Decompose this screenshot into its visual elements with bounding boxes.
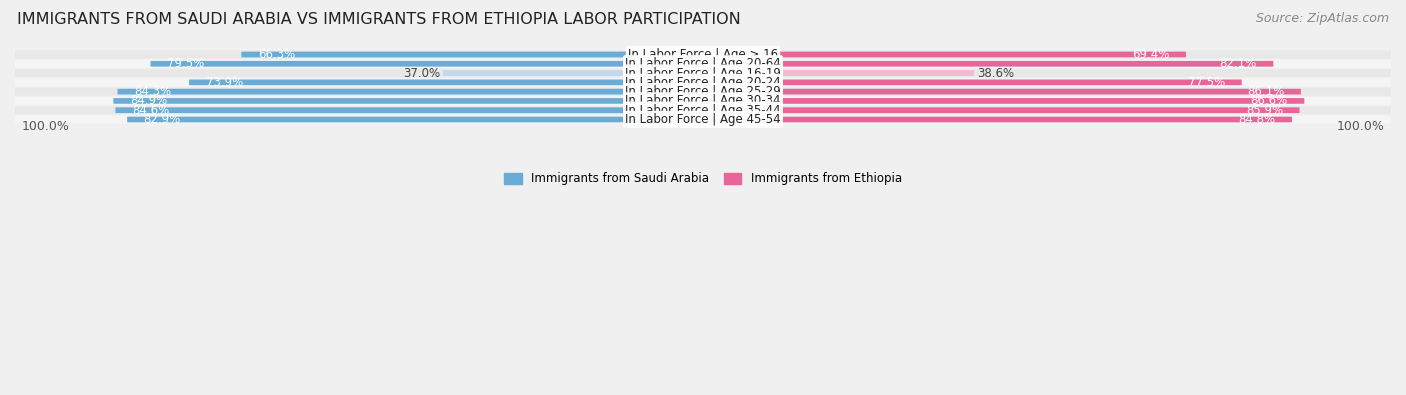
Text: IMMIGRANTS FROM SAUDI ARABIA VS IMMIGRANTS FROM ETHIOPIA LABOR PARTICIPATION: IMMIGRANTS FROM SAUDI ARABIA VS IMMIGRAN…: [17, 12, 741, 27]
FancyBboxPatch shape: [697, 61, 1274, 67]
FancyBboxPatch shape: [1, 60, 1405, 68]
Text: 69.4%: 69.4%: [1132, 48, 1170, 61]
Text: 77.5%: 77.5%: [1188, 76, 1225, 89]
FancyBboxPatch shape: [443, 70, 709, 76]
FancyBboxPatch shape: [1, 78, 1405, 87]
Text: 84.8%: 84.8%: [1239, 113, 1275, 126]
Text: 38.6%: 38.6%: [977, 67, 1014, 79]
Text: In Labor Force | Age 16-19: In Labor Force | Age 16-19: [626, 67, 780, 79]
Text: 84.6%: 84.6%: [132, 104, 169, 117]
FancyBboxPatch shape: [1, 51, 1405, 58]
FancyBboxPatch shape: [697, 89, 1301, 94]
Text: 86.6%: 86.6%: [1250, 94, 1288, 107]
FancyBboxPatch shape: [1, 97, 1405, 105]
Text: In Labor Force | Age 25-29: In Labor Force | Age 25-29: [626, 85, 780, 98]
Text: In Labor Force | Age 20-24: In Labor Force | Age 20-24: [626, 76, 780, 89]
Text: In Labor Force | Age 45-54: In Labor Force | Age 45-54: [626, 113, 780, 126]
Text: In Labor Force | Age 20-64: In Labor Force | Age 20-64: [626, 57, 780, 70]
FancyBboxPatch shape: [118, 89, 709, 94]
FancyBboxPatch shape: [114, 98, 709, 104]
FancyBboxPatch shape: [1, 88, 1405, 96]
Text: 100.0%: 100.0%: [22, 120, 70, 133]
Text: In Labor Force | Age > 16: In Labor Force | Age > 16: [628, 48, 778, 61]
FancyBboxPatch shape: [697, 98, 1305, 104]
Text: 85.9%: 85.9%: [1246, 104, 1284, 117]
Text: 100.0%: 100.0%: [1336, 120, 1384, 133]
Text: 79.5%: 79.5%: [167, 57, 204, 70]
Text: 73.9%: 73.9%: [205, 76, 243, 89]
FancyBboxPatch shape: [150, 61, 709, 67]
Legend: Immigrants from Saudi Arabia, Immigrants from Ethiopia: Immigrants from Saudi Arabia, Immigrants…: [499, 168, 907, 190]
FancyBboxPatch shape: [115, 107, 709, 113]
FancyBboxPatch shape: [697, 70, 974, 76]
FancyBboxPatch shape: [1, 115, 1405, 124]
Text: Source: ZipAtlas.com: Source: ZipAtlas.com: [1256, 12, 1389, 25]
FancyBboxPatch shape: [1, 106, 1405, 114]
Text: In Labor Force | Age 30-34: In Labor Force | Age 30-34: [626, 94, 780, 107]
Text: 84.9%: 84.9%: [129, 94, 167, 107]
Text: 37.0%: 37.0%: [404, 67, 440, 79]
FancyBboxPatch shape: [188, 79, 709, 85]
Text: 66.3%: 66.3%: [257, 48, 295, 61]
FancyBboxPatch shape: [697, 79, 1241, 85]
Text: In Labor Force | Age 35-44: In Labor Force | Age 35-44: [626, 104, 780, 117]
Text: 82.9%: 82.9%: [143, 113, 181, 126]
Text: 84.3%: 84.3%: [134, 85, 172, 98]
FancyBboxPatch shape: [697, 107, 1299, 113]
FancyBboxPatch shape: [127, 117, 709, 122]
FancyBboxPatch shape: [697, 52, 1187, 57]
FancyBboxPatch shape: [242, 52, 709, 57]
Text: 86.1%: 86.1%: [1247, 85, 1284, 98]
FancyBboxPatch shape: [697, 117, 1292, 122]
Text: 82.1%: 82.1%: [1219, 57, 1257, 70]
FancyBboxPatch shape: [1, 69, 1405, 77]
